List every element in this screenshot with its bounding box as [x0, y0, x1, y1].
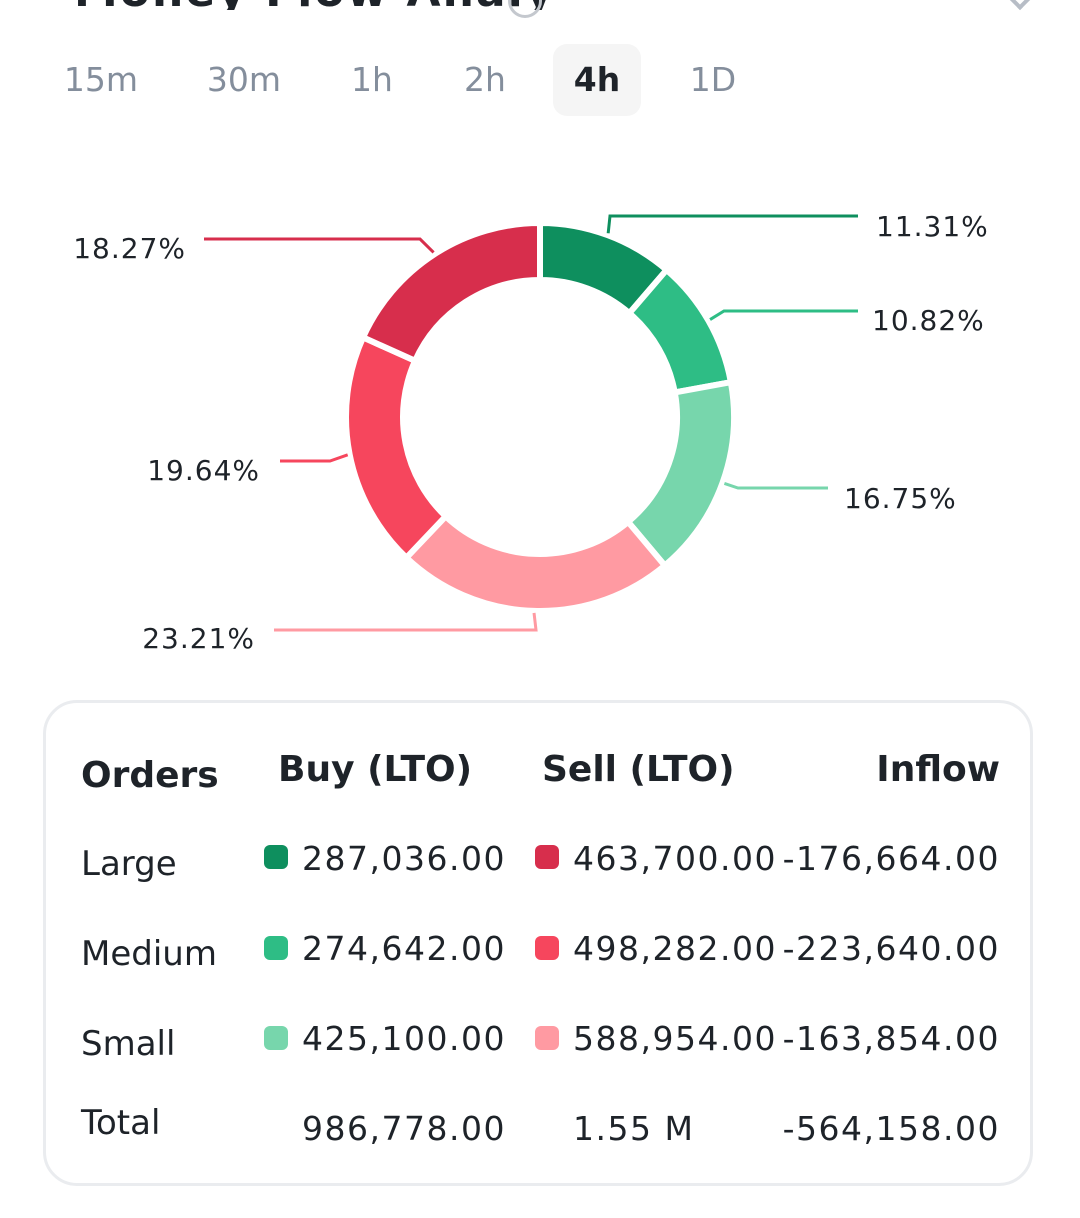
buy-header: Buy (LTO) — [278, 749, 473, 790]
inflow-medium-value: -223,640.00 — [782, 929, 1000, 968]
tab-2h[interactable]: 2h — [464, 60, 506, 99]
sell-small-swatch — [535, 1026, 559, 1050]
buy-large-leader-line — [606, 214, 858, 234]
sell-medium-swatch — [535, 936, 559, 960]
tab-15m[interactable]: 15m — [63, 60, 139, 99]
sell-large-percent-label: 18.27% — [73, 232, 186, 265]
sell-large-swatch — [535, 845, 559, 869]
sell-small-slice — [402, 512, 670, 614]
buy-small-value: 425,100.00 — [302, 1019, 506, 1058]
inflow-header: Inflow — [876, 749, 1000, 790]
tab-1h[interactable]: 1h — [351, 60, 393, 99]
buy-small-percent-label: 16.75% — [844, 482, 957, 515]
sell-medium-slice — [343, 333, 450, 562]
sell-header: Sell (LTO) — [542, 749, 735, 790]
tab-1d[interactable]: 1D — [689, 60, 737, 99]
section-title: Money Flow Analysis — [74, 0, 554, 10]
sell-small-value: 588,954.00 — [573, 1019, 777, 1058]
inflow-small-value: -163,854.00 — [782, 1019, 1000, 1058]
sell-medium-leader-line — [280, 453, 349, 463]
inflow-total-value: -564,158.00 — [782, 1109, 1000, 1148]
sell-total-value: 1.55 M — [573, 1109, 695, 1148]
tab-30m[interactable]: 30m — [206, 60, 282, 99]
buy-large-swatch — [264, 845, 288, 869]
sell-large-leader-line — [204, 237, 435, 254]
buy-large-value: 287,036.00 — [302, 839, 506, 878]
orders-table: Orders Buy (LTO) Sell (LTO) Inflow Large… — [43, 700, 1033, 1186]
buy-small-swatch — [264, 1026, 288, 1050]
buy-small-leader-line — [723, 482, 828, 490]
row-label-large: Large — [81, 844, 177, 884]
sell-large-slice — [359, 219, 543, 365]
orders-header: Orders — [81, 755, 219, 796]
row-label-medium: Medium — [81, 934, 217, 974]
sell-small-percent-label: 23.21% — [142, 622, 255, 655]
buy-large-percent-label: 11.31% — [876, 210, 989, 243]
inflow-large-value: -176,664.00 — [782, 839, 1000, 878]
chevron-down-icon[interactable] — [1005, 0, 1035, 11]
sell-medium-value: 498,282.00 — [573, 929, 777, 968]
row-label-total: Total — [81, 1103, 161, 1143]
sell-large-value: 463,700.00 — [573, 839, 777, 878]
buy-medium-value: 274,642.00 — [302, 929, 506, 968]
money-flow-donut-chart: 11.31% 10.82% 16.75% 23.21% 19.64% 18.27% — [73, 210, 989, 655]
buy-medium-percent-label: 10.82% — [872, 304, 985, 337]
info-icon[interactable] — [508, 0, 542, 18]
buy-total-value: 986,778.00 — [302, 1109, 506, 1148]
tab-4h[interactable]: 4h — [553, 44, 641, 116]
row-label-small: Small — [81, 1024, 176, 1064]
buy-medium-swatch — [264, 936, 288, 960]
buy-medium-leader-line — [709, 309, 858, 321]
sell-small-leader-line — [274, 612, 538, 632]
sell-medium-percent-label: 19.64% — [147, 454, 260, 487]
